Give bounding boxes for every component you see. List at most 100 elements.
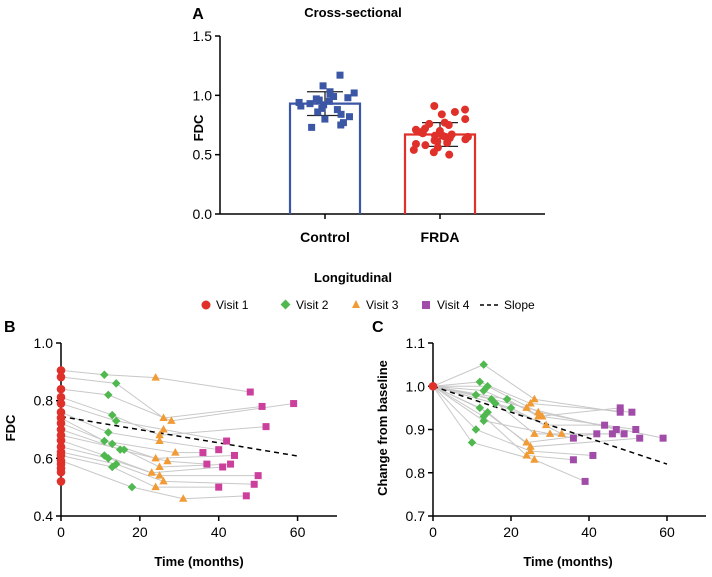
panel-c-y-tick: 0.9 <box>406 422 426 438</box>
panel-a-y-tick: 0.5 <box>193 147 213 163</box>
panel-b-visit4-point <box>219 463 227 471</box>
panel-a-y-ticks: 0.0 0.5 1.0 1.5 <box>193 28 213 222</box>
panel-a-title: Cross-sectional <box>304 5 402 20</box>
panel-a-control-point <box>315 96 323 104</box>
legend: Longitudinal Visit 1 Visit 2 Visit 3 Vis… <box>201 270 535 312</box>
panel-b-y-tick: 0.8 <box>34 393 54 409</box>
panel-b-visit3-point <box>151 453 160 462</box>
panel-c-visit4-point <box>608 430 616 438</box>
panel-a-control-point <box>350 89 358 97</box>
panel-c-subject-line <box>432 385 613 435</box>
panel-a-frda-point <box>433 137 442 146</box>
panel-b-visit2-point <box>108 410 117 420</box>
legend-title: Longitudinal <box>314 270 392 285</box>
panel-c-visit3-point <box>557 429 566 437</box>
panel-c-y-ticks: 0.7 0.8 0.9 1.0 1.1 <box>406 335 426 524</box>
panel-b-visit3-point <box>151 373 160 381</box>
panel-b-visit3-point <box>171 448 180 456</box>
panel-c-visit4-point <box>569 456 577 464</box>
panel-b-subject-line <box>60 434 231 468</box>
panel-b-visit2-point <box>100 370 109 379</box>
panel-b-visit1-point <box>56 477 66 486</box>
panel-b-visit3-point <box>167 416 176 424</box>
panel-c-y-tick: 1.0 <box>406 378 426 394</box>
panel-c-y-tick: 0.7 <box>406 508 426 524</box>
panel-b-y-axis-label: FDC <box>3 414 18 441</box>
panel-c-x-ticks: 0 20 40 60 <box>429 524 675 540</box>
panel-b-y-tick: 0.4 <box>34 508 54 524</box>
legend-visit3-label: Visit 3 <box>366 298 399 312</box>
panel-a-frda-point <box>444 121 453 129</box>
panel-a-control-point <box>337 121 345 129</box>
panel-b-visit4-point <box>262 423 270 431</box>
panel-b-visit3-point <box>155 430 164 439</box>
panel-c-visit3-point <box>530 429 539 437</box>
panel-c-subject-line <box>432 364 621 413</box>
panel-b-subject-line <box>60 460 247 500</box>
panel-b-y-tick: 0.6 <box>34 450 54 466</box>
panel-c-visit2-point <box>471 425 481 434</box>
panel-b-visit4-point <box>215 483 223 491</box>
panel-a-control-point <box>318 104 326 112</box>
panel-c-visit4-point <box>569 434 577 442</box>
panel-b-visit1-point <box>56 372 66 382</box>
panel-a-frda-point <box>421 141 430 150</box>
panel-a-control-point <box>337 110 345 118</box>
panel-c-visit2-point <box>506 403 516 413</box>
panel-b-visit2-point <box>108 439 117 449</box>
panel-a-category-label: FRDA <box>421 229 460 245</box>
legend-visit1-marker <box>201 300 211 310</box>
panel-a-control-point <box>345 113 353 121</box>
panel-c-subject-line <box>432 385 574 461</box>
legend-visit4-label: Visit 4 <box>437 298 470 312</box>
panel-a-frda-point <box>445 150 454 159</box>
panel-b-visit4-point <box>290 400 298 408</box>
panel-c-visit4-point <box>659 434 667 442</box>
panel-c-x-tick: 40 <box>581 524 597 540</box>
panel-a-frda-point <box>461 135 470 144</box>
panel-b-visit4-point <box>223 437 231 445</box>
legend-visit2-marker <box>280 299 291 310</box>
panel-c-visit4-point <box>632 426 640 433</box>
panel-c-subject-line <box>432 385 586 482</box>
legend-visit4-marker <box>422 301 430 309</box>
panel-c-visit4-point <box>601 421 609 429</box>
panel-c-visit3-point <box>526 399 535 407</box>
panel-b-y-ticks: 0.4 0.6 0.8 1.0 <box>34 335 54 524</box>
panel-b-visit4-point <box>227 460 235 468</box>
panel-c-subject-line <box>432 385 640 448</box>
panel-c-visit4-point <box>593 430 601 438</box>
panel-a: A Cross-sectional FDC 0.0 0.5 1.0 1.5 Co… <box>191 5 545 245</box>
panel-c-x-tick: 0 <box>429 524 437 540</box>
panel-c-visit3-point <box>522 403 531 411</box>
panel-c-x-tick: 60 <box>659 524 675 540</box>
panel-b-label: B <box>4 319 16 336</box>
panel-b-subject-line <box>60 422 235 459</box>
panel-b-subject-line <box>60 454 219 488</box>
panel-c-visit3-point <box>526 442 535 450</box>
panel-a-frda-point <box>430 102 439 111</box>
panel-b-marks <box>56 342 337 521</box>
panel-c-visit3-point <box>522 450 531 459</box>
panel-c-subject-line <box>432 385 593 456</box>
panel-b-visit4-point <box>246 388 254 396</box>
panel-b-visit4-point <box>215 446 223 454</box>
panel-c-visit2-point <box>479 412 488 421</box>
legend-slope-label: Slope <box>504 298 535 312</box>
panel-c-y-tick: 0.8 <box>406 465 426 481</box>
panel-a-control-point <box>344 94 352 102</box>
panel-b-visit2-point <box>104 390 113 400</box>
panel-a-frda-point <box>409 145 418 154</box>
panel-a-control-point <box>295 98 303 106</box>
panel-b-visit2-point <box>100 436 109 446</box>
panel-c-visit2-point <box>475 403 485 413</box>
panel-b-visit1-point <box>56 366 66 375</box>
panel-b-visit1-point <box>56 392 66 402</box>
panel-b-visit2-point <box>104 454 113 463</box>
panel-a-control-point <box>321 115 329 123</box>
panel-b-visit2-point <box>119 445 129 454</box>
panel-b-subject-line <box>60 396 267 436</box>
panel-a-control-point <box>325 97 333 105</box>
panel-c-visit2-point <box>479 416 488 426</box>
